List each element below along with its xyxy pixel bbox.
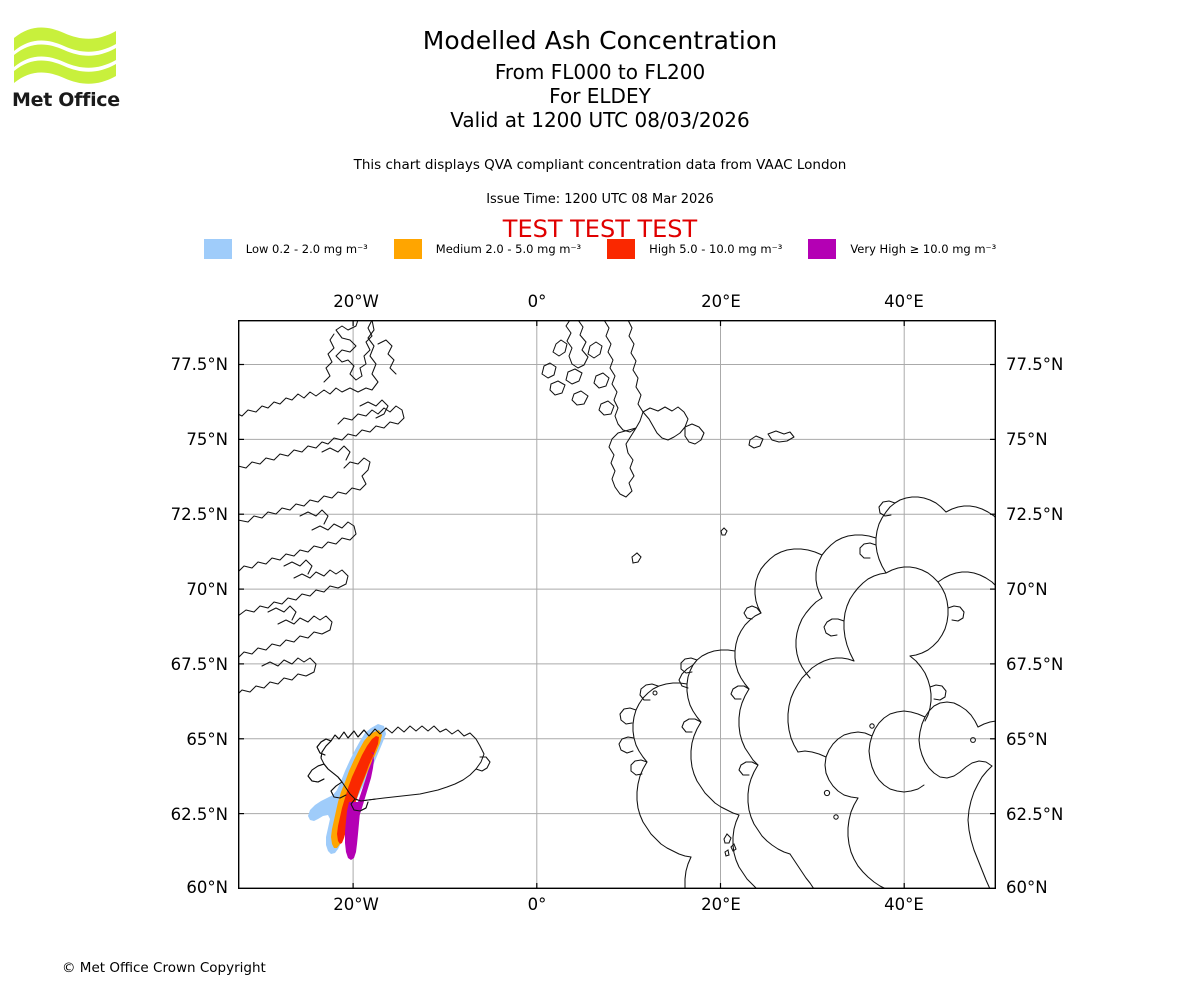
coastline-greenland-2 (238, 320, 379, 417)
coastline-greenland-7 (238, 615, 333, 659)
coastline-small-islands (652, 690, 976, 820)
ash-concentration-map[interactable] (238, 320, 996, 889)
coastline-white-sea (823, 500, 965, 701)
strapline: This chart displays QVA compliant concen… (353, 157, 847, 173)
lat-label-left-77p5N: 77.5°N (170, 355, 228, 374)
lat-label-left-65N: 65°N (186, 730, 228, 749)
met-office-logo: Met Office (12, 22, 132, 112)
map-frame (238, 320, 996, 889)
legend-item-high: High 5.0 - 10.0 mg m⁻³ (607, 239, 782, 259)
legend-label-very-high: Very High ≥ 10.0 mg m⁻³ (850, 242, 997, 256)
test-banner: TEST TEST TEST (502, 215, 698, 243)
lon-label-top-20E: 20°E (701, 292, 741, 311)
coastline-greenland (335, 320, 373, 381)
lon-label-bottom-20W: 20°W (333, 895, 379, 914)
lat-label-right-77p5N: 77.5°N (1006, 355, 1064, 374)
lat-label-left-72p5N: 72.5°N (170, 505, 228, 524)
page-title: Modelled Ash Concentration From FL000 to… (0, 28, 1200, 130)
coastline-bear-island (720, 527, 728, 536)
lat-label-right-60N: 60°N (1006, 878, 1048, 897)
lon-label-bottom-0: 0° (527, 895, 547, 914)
legend-label-medium: Medium 2.0 - 5.0 mg m⁻³ (435, 242, 582, 256)
lon-label-top-20W: 20°W (333, 292, 379, 311)
coastline-greenland-detail (267, 333, 397, 621)
legend-swatch-high (607, 239, 636, 259)
lon-label-top-40E: 40°E (884, 292, 924, 311)
lon-label-top-0: 0° (527, 292, 547, 311)
legend-swatch-medium (393, 239, 422, 259)
coastline-iceland-overlay (307, 727, 387, 812)
legend-label-low: Low 0.2 - 2.0 mg m⁻³ (245, 242, 368, 256)
coastline-norway-fjords (618, 605, 762, 776)
lon-label-bottom-40E: 40°E (884, 895, 924, 914)
coastline-greenland-8 (238, 657, 317, 695)
coastlines (238, 320, 405, 695)
lat-label-right-70N: 70°N (1006, 580, 1048, 599)
map-canvas (238, 320, 996, 889)
title-line-3: For ELDEY (549, 84, 651, 108)
title-line-1: Modelled Ash Concentration (422, 26, 778, 55)
lat-label-right-65N: 65°N (1006, 730, 1048, 749)
lat-label-right-62p5N: 62.5°N (1006, 805, 1064, 824)
lat-label-left-67p5N: 67.5°N (170, 655, 228, 674)
legend-swatch-very-high (808, 239, 837, 259)
issue-time: Issue Time: 1200 UTC 08 Mar 2026 (486, 192, 714, 207)
map-ticks (238, 320, 996, 889)
coastline-greenland-3 (238, 405, 405, 469)
legend-item-very-high: Very High ≥ 10.0 mg m⁻³ (808, 239, 996, 259)
plume-core-column (345, 802, 360, 860)
coastline-greenland-4 (238, 457, 371, 523)
lat-label-right-75N: 75°N (1006, 430, 1048, 449)
title-line-2: From FL000 to FL200 (494, 60, 706, 84)
lat-label-left-70N: 70°N (186, 580, 228, 599)
lon-label-bottom-20E: 20°E (701, 895, 741, 914)
legend-item-low: Low 0.2 - 2.0 mg m⁻³ (203, 239, 368, 259)
lat-label-right-72p5N: 72.5°N (1006, 505, 1064, 524)
copyright-notice: © Met Office Crown Copyright (62, 960, 266, 976)
legend-label-high: High 5.0 - 10.0 mg m⁻³ (649, 242, 783, 256)
concentration-legend: Low 0.2 - 2.0 mg m⁻³ Medium 2.0 - 5.0 mg… (0, 239, 1200, 259)
met-office-logo-text: Met Office (12, 89, 120, 111)
lat-label-left-62p5N: 62.5°N (170, 805, 228, 824)
title-line-4: Valid at 1200 UTC 08/03/2026 (450, 108, 750, 132)
coastline-scandinavia (632, 496, 996, 889)
coastline-greenland-5 (238, 521, 357, 573)
coastline-jan-mayen (631, 552, 642, 564)
lat-label-left-60N: 60°N (186, 878, 228, 897)
coastline-greenland-6 (238, 569, 349, 617)
lat-label-right-67p5N: 67.5°N (1006, 655, 1064, 674)
legend-item-medium: Medium 2.0 - 5.0 mg m⁻³ (393, 239, 582, 259)
legend-swatch-low (203, 239, 232, 259)
met-office-logo-mark (14, 27, 116, 84)
coastline-svalbard (541, 320, 795, 498)
lat-label-left-75N: 75°N (186, 430, 228, 449)
